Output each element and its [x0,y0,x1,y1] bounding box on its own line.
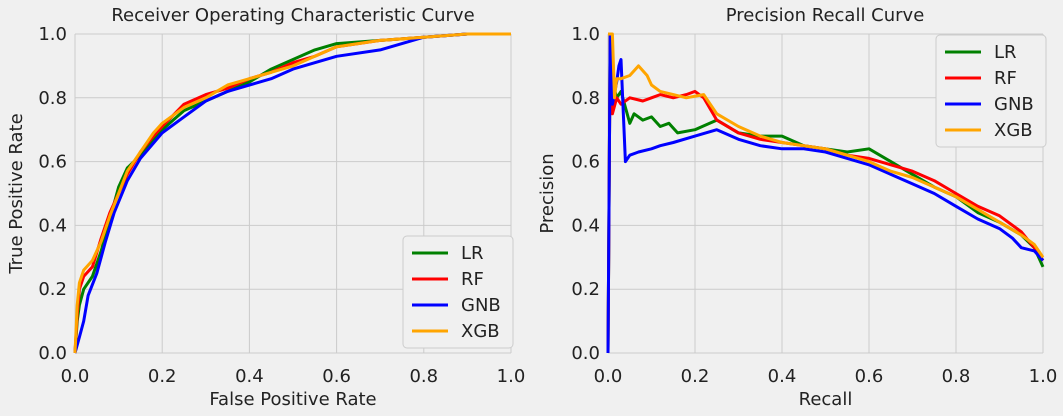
legend-label-xgb: XGB [461,321,500,342]
x-tick-label: 0.0 [61,366,90,387]
y-tick-label: 0.0 [571,343,600,364]
chart-title: Receiver Operating Characteristic Curve [111,5,474,26]
x-tick-label: 0.8 [409,366,438,387]
y-tick-label: 0.6 [38,152,67,173]
x-tick-label: 0.4 [768,366,797,387]
legend-label-lr: LR [461,243,484,264]
x-tick-label: 0.4 [235,366,264,387]
series-line-rf [606,32,1045,354]
series-line-xgb [608,32,1045,259]
legend-label-gnb: GNB [461,295,501,316]
x-tick-label: 0.0 [594,366,623,387]
legend-label-rf: RF [994,68,1017,89]
x-tick-label: 0.8 [942,366,971,387]
series-line-xgb [73,32,511,354]
legend-label-lr: LR [994,42,1017,63]
series-line-lr [73,32,511,354]
y-tick-label: 0.2 [38,279,67,300]
y-tick-label: 0.8 [571,88,600,109]
y-tick-label: 1.0 [38,24,67,45]
chart-title: Precision Recall Curve [726,5,925,26]
y-tick-label: 1.0 [571,24,600,45]
x-tick-label: 0.2 [681,366,710,387]
legend-label-xgb: XGB [994,120,1033,141]
y-tick-label: 0.4 [38,215,67,236]
y-tick-label: 0.4 [571,215,600,236]
y-tick-label: 0.2 [571,279,600,300]
y-tick-label: 0.0 [38,343,67,364]
legend: LR RF GNB XGB [402,235,514,349]
series-line-gnb [606,32,1045,354]
y-tick-label: 0.6 [571,152,600,173]
x-axis-label: Recall [799,389,853,410]
roc-chart: 0.0 0.2 0.4 0.6 0.8 1.0 0.0 0.2 0.4 0.6 0.8 1.0 Rece… [6,5,525,410]
x-tick-label: 0.6 [322,366,351,387]
x-tick-label: 1.0 [497,366,526,387]
legend-box [402,235,514,349]
y-axis-label: Precision [537,153,558,233]
legend: LR RF GNB XGB [935,34,1047,148]
x-tick-label: 0.2 [148,366,177,387]
y-tick-label: 0.8 [38,88,67,109]
legend-label-rf: RF [461,269,484,290]
x-tick-label: 0.6 [855,366,884,387]
legend-label-gnb: GNB [994,94,1034,115]
y-axis-label: True Positive Rate [6,113,27,274]
series-line-gnb [73,32,511,354]
pr-chart: 0.0 0.2 0.4 0.6 0.8 1.0 0.0 0.2 0.4 0.6 0.8 1.0 Prec… [537,5,1057,410]
legend-box [935,34,1047,148]
x-tick-label: 1.0 [1029,366,1058,387]
x-axis-label: False Positive Rate [209,389,376,410]
